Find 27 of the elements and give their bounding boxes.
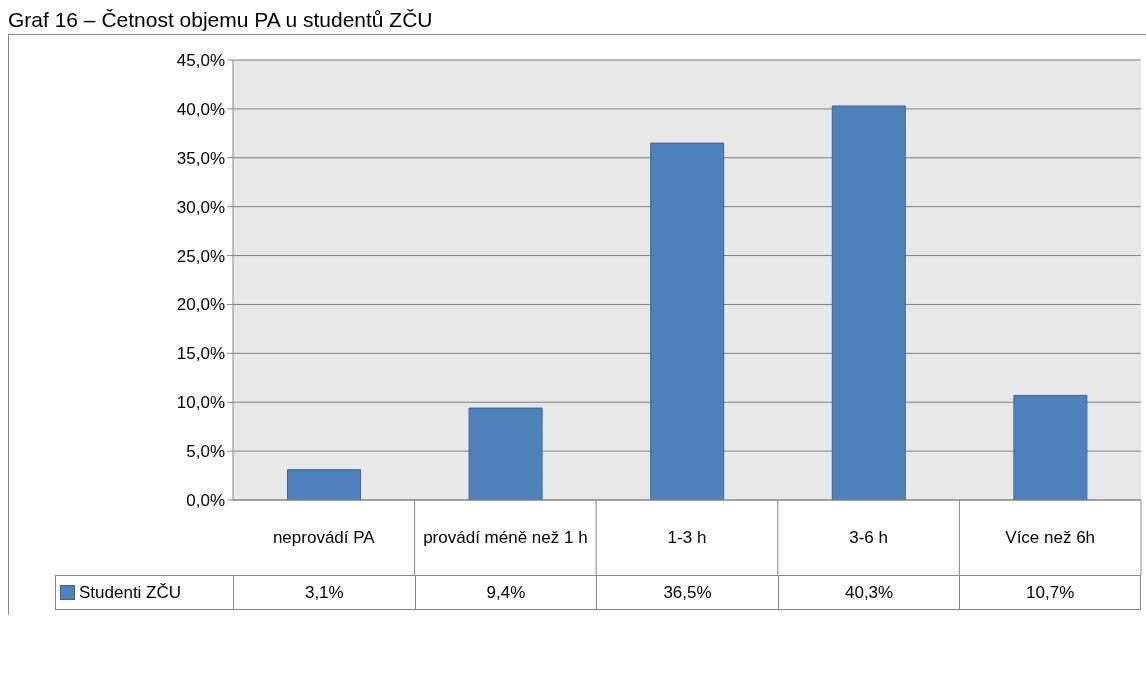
bar [286,469,361,500]
chart-title: Graf 16 – Četnost objemu PA u studentů ZČU [8,8,434,33]
x-tick-label: provádí méně než 1 h [422,527,589,549]
y-tick-label: 0,0% [186,491,225,511]
bar [1013,394,1088,500]
y-tick-label: 15,0% [176,344,225,364]
x-tick-label: 3-6 h [848,527,889,549]
y-tick-label: 25,0% [176,246,225,266]
y-tick-label: 35,0% [176,148,225,168]
bar [831,105,906,500]
y-tick-label: 45,0% [176,51,225,71]
bar [650,142,725,500]
y-tick-label: 40,0% [176,99,225,119]
text: 36,5% [663,582,712,602]
y-tick-label: 20,0% [176,295,225,315]
bar [468,407,543,500]
y-tick-label: 30,0% [176,197,225,217]
y-tick-label: 5,0% [186,442,225,462]
text: 10,7% [1026,582,1075,602]
x-tick-label: 1-3 h [666,527,708,549]
x-tick-label: Více než 6h [1004,527,1097,549]
x-tick-label: neprovádí PA [271,527,376,549]
y-tick-label: 10,0% [176,393,225,413]
text: 9,4% [486,582,526,602]
text: 40,3% [844,582,894,602]
legend-label: Studenti ZČU [55,575,233,610]
text: 3,1% [304,582,344,602]
